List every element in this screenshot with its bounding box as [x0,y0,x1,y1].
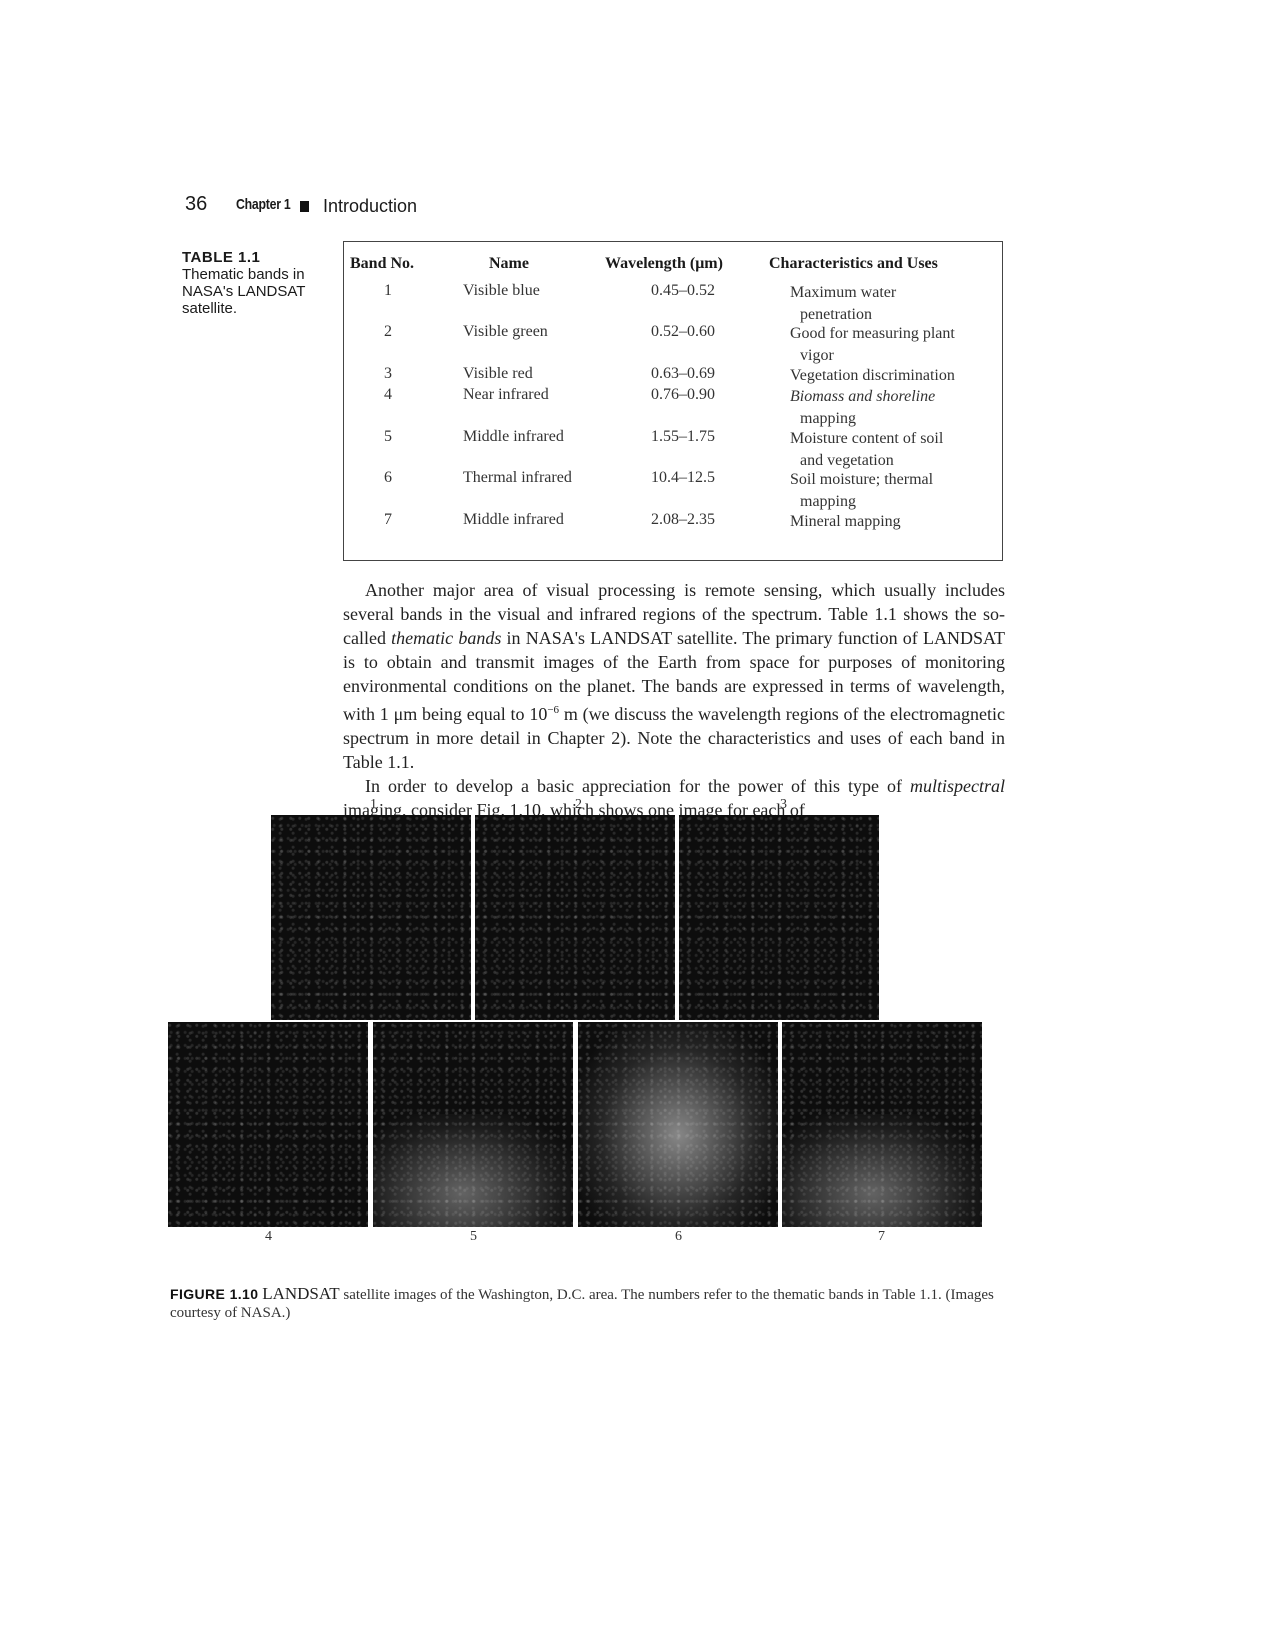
header-bullet-icon [300,201,309,212]
band-use: Soil moisture; thermal mapping [790,469,1002,513]
band-label: 4 [265,1229,272,1244]
band-name: Thermal infrared [463,469,572,486]
column-header-wavelength: Wavelength (μm) [605,255,723,272]
band-number: 7 [384,511,392,528]
band-use: Vegetation discrimination [790,365,1002,387]
band-wavelength: 1.55–1.75 [651,428,715,445]
band-label: 2 [575,797,582,812]
band-name: Near infrared [463,386,549,403]
band-label: 7 [878,1229,885,1244]
band-use: Mineral mapping [790,511,1002,533]
column-header-uses: Characteristics and Uses [769,255,938,272]
exponent: −6 [547,704,560,716]
band-use-line: vigor [800,347,834,364]
band-name: Visible blue [463,282,540,299]
figure-caption-text: satellite images of the Washington, D.C.… [170,1287,994,1321]
band-use-line: Good for measuring plant [790,325,955,342]
table-number: TABLE 1.1 [182,249,261,266]
page-number: 36 [185,193,208,215]
text-run: m (we discuss the wavelength regions of … [343,704,1005,772]
text-run: Another major area of visual processing … [343,580,1005,648]
band-use-line: penetration [800,306,872,323]
band-use: Maximum water penetration [790,282,1002,326]
band-use-line: Vegetation discrimination [790,367,955,384]
chapter-label: Chapter 1 [236,196,291,213]
figure-caption: FIGURE 1.10 LANDSAT satellite images of … [170,1285,1000,1322]
figure-caption-lead: LANDSAT [262,1284,340,1303]
band-image-2 [475,815,675,1020]
body-text: Another major area of visual processing … [343,578,1005,822]
band-use-line: mapping [800,493,856,510]
band-name: Visible red [463,365,533,382]
band-use-line: mapping [800,410,856,427]
band-use-line: and vegetation [800,452,894,469]
band-image-3 [679,815,879,1020]
band-wavelength: 0.63–0.69 [651,365,715,382]
band-use: Biomass and shoreline mapping [790,386,1002,430]
text-run: In order to develop a basic appreciation… [365,776,910,796]
band-use: Good for measuring plant vigor [790,323,1002,367]
figure-number: FIGURE 1.10 [170,1286,259,1302]
column-header-name: Name [489,255,529,272]
band-use-line: Maximum water [790,284,897,301]
band-image-4 [168,1022,368,1227]
band-use-line: Biomass and shoreline [790,388,936,405]
band-label: 5 [470,1229,477,1244]
paragraph: Another major area of visual processing … [343,578,1005,774]
band-use-line: Mineral mapping [790,513,901,530]
column-header-band: Band No. [350,255,415,272]
band-number: 6 [384,469,392,486]
chapter-title: Introduction [323,196,418,216]
band-wavelength: 10.4–12.5 [651,469,715,486]
band-table: Band No. Name Wavelength (μm) Characteri… [343,241,1003,561]
band-name: Middle infrared [463,428,564,445]
band-image-6 [578,1022,778,1227]
band-name: Visible green [463,323,548,340]
emphasis-text: multispectral [910,776,1005,796]
band-image-1 [271,815,471,1020]
band-number: 1 [384,282,392,299]
band-use-line: Soil moisture; thermal [790,471,934,488]
table-caption: TABLE 1.1 Thematic bands in NASA's LANDS… [182,249,332,317]
band-image-7 [782,1022,982,1227]
band-label: 6 [675,1229,682,1244]
emphasis-text: thematic bands [391,628,502,648]
table-description: Thematic bands in NASA's LANDSAT satelli… [182,266,306,317]
band-wavelength: 0.45–0.52 [651,282,715,299]
text-run: in NASA's LANDSAT satellite. The primary… [343,628,1005,724]
band-number: 3 [384,365,392,382]
band-name: Middle infrared [463,511,564,528]
band-number: 4 [384,386,392,403]
band-wavelength: 2.08–2.35 [651,511,715,528]
band-image-5 [373,1022,573,1227]
band-use: Moisture content of soil and vegetation [790,428,1002,472]
band-number: 2 [384,323,392,340]
band-wavelength: 0.52–0.60 [651,323,715,340]
band-label: 3 [780,797,787,812]
band-number: 5 [384,428,392,445]
band-use-line: Moisture content of soil [790,430,944,447]
band-label: 1 [370,797,377,812]
band-wavelength: 0.76–0.90 [651,386,715,403]
